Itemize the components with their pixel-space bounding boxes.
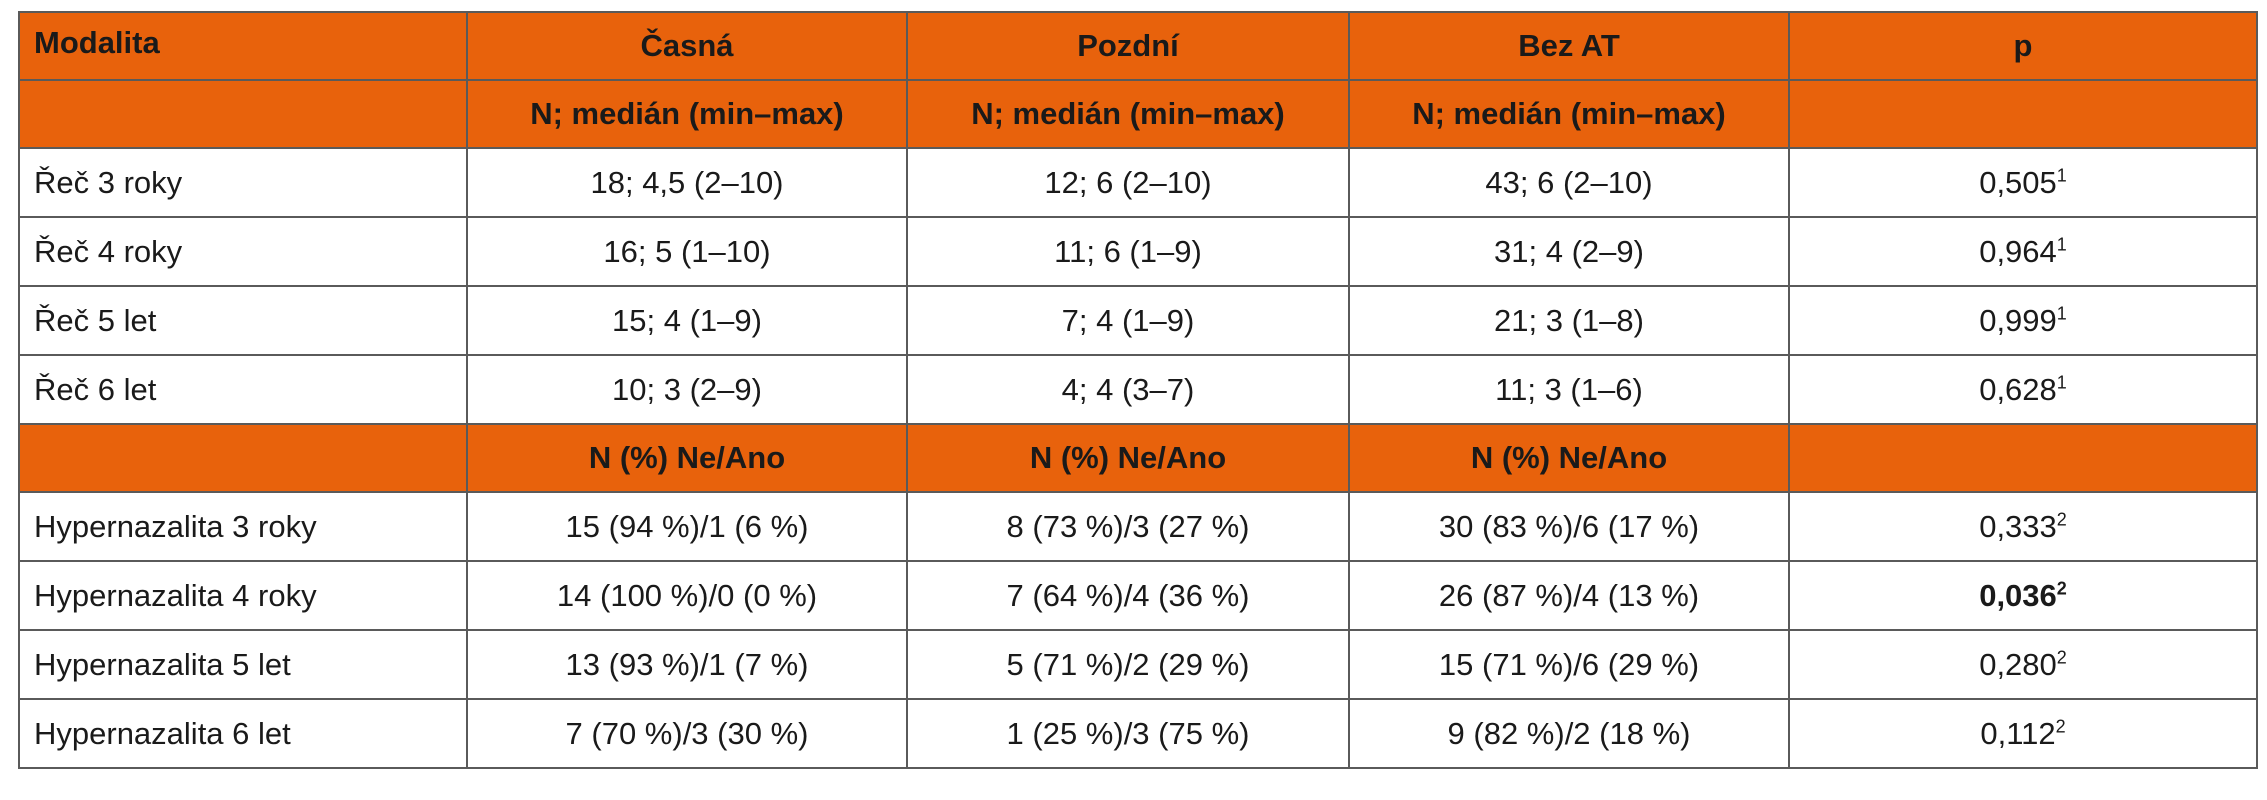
section-hypernazalita: Hypernazalita 3 roky 15 (94 %)/1 (6 %) 8 (… [18,491,2258,769]
header-modalita: Modalita [18,11,468,81]
subheader-p-empty [1788,79,2258,149]
row-label: Řeč 6 let [18,354,468,425]
header-bez-at: Bez AT [1348,11,1790,81]
cell-bez-at: 43; 6 (2–10) [1348,147,1790,218]
section2-header-empty [18,423,468,493]
cell-casna: 15; 4 (1–9) [466,285,908,356]
cell-casna: 13 (93 %)/1 (7 %) [466,629,908,700]
cell-pozdni: 1 (25 %)/3 (75 %) [906,698,1350,769]
row-label: Hypernazalita 4 roky [18,560,468,631]
p-value: 0,280 [1979,646,2057,682]
table-row: Řeč 4 roky 16; 5 (1–10) 11; 6 (1–9) 31; 4 (… [18,216,2258,287]
subheader-bez-at: N; medián (min–max) [1348,79,1790,149]
table-row: Hypernazalita 6 let 7 (70 %)/3 (30 %) 1 (2… [18,698,2258,769]
cell-bez-at: 26 (87 %)/4 (13 %) [1348,560,1790,631]
cell-pozdni: 7 (64 %)/4 (36 %) [906,560,1350,631]
section2-header-casna: N (%) Ne/Ano [466,423,908,493]
row-label: Hypernazalita 3 roky [18,491,468,562]
section2-header-bez-at: N (%) Ne/Ano [1348,423,1790,493]
subheader-pozdni: N; medián (min–max) [906,79,1350,149]
footnote-marker: 2 [2056,578,2067,599]
cell-pozdni: 11; 6 (1–9) [906,216,1350,287]
cell-p-value: 0,9991 [1788,285,2258,356]
footnote-marker: 1 [2056,234,2067,255]
cell-bez-at: 30 (83 %)/6 (17 %) [1348,491,1790,562]
header-p: p [1788,11,2258,81]
table-row: Hypernazalita 5 let 13 (93 %)/1 (7 %) 5 (7… [18,629,2258,700]
cell-pozdni: 7; 4 (1–9) [906,285,1350,356]
table-row: Hypernazalita 3 roky 15 (94 %)/1 (6 %) 8 (… [18,491,2258,562]
subheader-empty [18,79,468,149]
cell-p-value: 0,5051 [1788,147,2258,218]
table-row: Hypernazalita 4 roky 14 (100 %)/0 (0 %) 7 … [18,560,2258,631]
p-value: 0,333 [1979,508,2057,544]
section2-header-pozdni: N (%) Ne/Ano [906,423,1350,493]
footnote-marker: 1 [2056,372,2067,393]
table-row: Řeč 3 roky 18; 4,5 (2–10) 12; 6 (2–10) 43; … [18,147,2258,218]
table-row: Řeč 5 let 15; 4 (1–9) 7; 4 (1–9) 21; 3 (1–8… [18,285,2258,356]
header-pozdni: Pozdní [906,11,1350,81]
cell-bez-at: 31; 4 (2–9) [1348,216,1790,287]
subheader-casna: N; medián (min–max) [466,79,908,149]
cell-casna: 15 (94 %)/1 (6 %) [466,491,908,562]
results-table: Modalita Časná Pozdní Bez AT p N; medián… [18,11,2258,769]
cell-p-value: 0,9641 [1788,216,2258,287]
cell-p-value: 0,1122 [1788,698,2258,769]
cell-p-value: 0,2802 [1788,629,2258,700]
subheader-row: N; medián (min–max) N; medián (min–max) … [18,79,2258,149]
row-label: Hypernazalita 6 let [18,698,468,769]
cell-bez-at: 21; 3 (1–8) [1348,285,1790,356]
cell-p-value: 0,0362 [1788,560,2258,631]
p-value: 0,964 [1979,233,2057,269]
cell-bez-at: 15 (71 %)/6 (29 %) [1348,629,1790,700]
row-label: Hypernazalita 5 let [18,629,468,700]
footnote-marker: 2 [2055,716,2066,737]
cell-p-value: 0,3332 [1788,491,2258,562]
row-label: Řeč 3 roky [18,147,468,218]
cell-bez-at: 9 (82 %)/2 (18 %) [1348,698,1790,769]
section-rec: Řeč 3 roky 18; 4,5 (2–10) 12; 6 (2–10) 43; … [18,147,2258,425]
row-label: Řeč 4 roky [18,216,468,287]
p-value: 0,036 [1979,577,2057,613]
section2-header-p [1788,423,2258,493]
cell-pozdni: 4; 4 (3–7) [906,354,1350,425]
cell-bez-at: 11; 3 (1–6) [1348,354,1790,425]
cell-p-value: 0,6281 [1788,354,2258,425]
header-row: Modalita Časná Pozdní Bez AT p [18,11,2258,81]
p-value: 0,505 [1979,164,2057,200]
p-value: 0,628 [1979,371,2057,407]
footnote-marker: 2 [2056,647,2067,668]
table-row: Řeč 6 let 10; 3 (2–9) 4; 4 (3–7) 11; 3 (1–6… [18,354,2258,425]
cell-casna: 7 (70 %)/3 (30 %) [466,698,908,769]
footnote-marker: 1 [2056,165,2067,186]
cell-pozdni: 8 (73 %)/3 (27 %) [906,491,1350,562]
cell-pozdni: 5 (71 %)/2 (29 %) [906,629,1350,700]
footnote-marker: 2 [2056,509,2067,530]
section2-header-row: N (%) Ne/Ano N (%) Ne/Ano N (%) Ne/Ano [18,423,2258,493]
cell-casna: 10; 3 (2–9) [466,354,908,425]
footnote-marker: 1 [2056,303,2067,324]
cell-pozdni: 12; 6 (2–10) [906,147,1350,218]
p-value: 0,112 [1980,715,2056,751]
cell-casna: 14 (100 %)/0 (0 %) [466,560,908,631]
cell-casna: 16; 5 (1–10) [466,216,908,287]
row-label: Řeč 5 let [18,285,468,356]
header-casna: Časná [466,11,908,81]
p-value: 0,999 [1979,302,2057,338]
cell-casna: 18; 4,5 (2–10) [466,147,908,218]
